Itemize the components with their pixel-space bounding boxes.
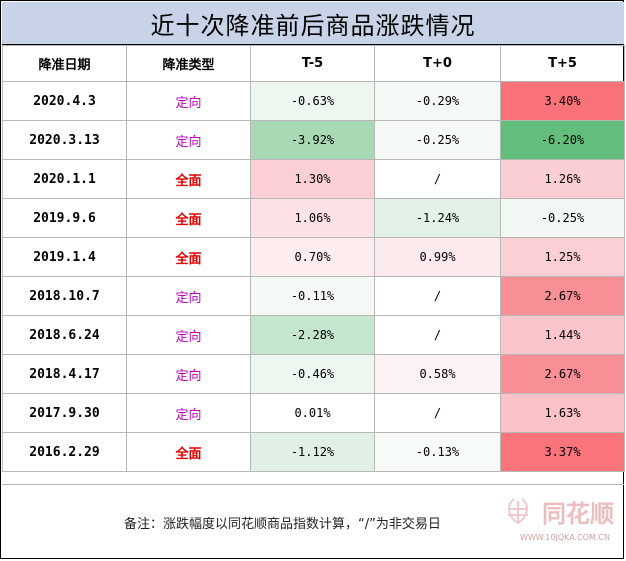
cell-t-0: 0.99% (374, 237, 501, 277)
cell-t-minus-5: -0.11% (250, 276, 375, 316)
cell-t-plus-5: 1.26% (500, 159, 625, 199)
cell-date: 2018.6.24 (2, 315, 127, 355)
cell-type: 全面 (126, 432, 251, 472)
table-row: 2019.1.4 全面 0.70% 0.99% 1.25% (2, 237, 625, 277)
cell-date: 2017.9.30 (2, 393, 127, 433)
table-row: 2019.9.6 全面 1.06% -1.24% -0.25% (2, 198, 625, 238)
cell-t-minus-5: 1.30% (250, 159, 375, 199)
cell-date: 2018.4.17 (2, 354, 127, 394)
cell-t-minus-5: 1.06% (250, 198, 375, 238)
cell-t-0: -0.29% (374, 81, 501, 121)
header-t-plus-5: T+5 (500, 45, 625, 82)
cell-date: 2019.1.4 (2, 237, 127, 277)
cell-t-0: / (374, 315, 501, 355)
cell-date: 2020.3.13 (2, 120, 127, 160)
cell-t-minus-5: -3.92% (250, 120, 375, 160)
table-row: 2017.9.30 定向 0.01%/1.63% (2, 393, 625, 433)
table-row: 2020.4.3 定向 -0.63% -0.29% 3.40% (2, 81, 625, 121)
cell-t-0: -1.24% (374, 198, 501, 238)
table-row: 2016.2.29 全面 -1.12% -0.13% 3.37% (2, 432, 625, 472)
logo: 同花顺 (500, 493, 614, 529)
footnote: 备注：涨跌幅度以同花顺商品指数计算，“/”为非交易日 (124, 517, 441, 532)
logo-url: WWW.10JQKA.COM.CN (519, 533, 610, 542)
cell-t-0: -0.25% (374, 120, 501, 160)
page-title: 近十次降准前后商品涨跌情况 (2, 2, 624, 45)
cell-t-0: 0.58% (374, 354, 501, 394)
header-t-minus-5: T-5 (250, 45, 375, 82)
cell-type: 定向 (126, 81, 251, 121)
cell-date: 2020.1.1 (2, 159, 127, 199)
table-row: 2018.10.7 定向 -0.11%/2.67% (2, 276, 625, 316)
cell-t-plus-5: 1.44% (500, 315, 625, 355)
cell-type: 定向 (126, 276, 251, 316)
cell-type: 全面 (126, 159, 251, 199)
cell-type: 定向 (126, 393, 251, 433)
cell-date: 2020.4.3 (2, 81, 127, 121)
table-row: 2020.3.13 定向 -3.92% -0.25% -6.20% (2, 120, 625, 160)
cell-t-minus-5: 0.01% (250, 393, 375, 433)
cell-type: 定向 (126, 120, 251, 160)
header-date: 降准日期 (2, 45, 127, 82)
table-row: 2018.6.24 定向 -2.28%/1.44% (2, 315, 625, 355)
cell-date: 2016.2.29 (2, 432, 127, 472)
cell-t-minus-5: 0.70% (250, 237, 375, 277)
cell-t-minus-5: -1.12% (250, 432, 375, 472)
header-type: 降准类型 (126, 45, 251, 82)
logo-text: 同花顺 (542, 499, 614, 528)
cell-type: 定向 (126, 315, 251, 355)
cell-date: 2018.10.7 (2, 276, 127, 316)
cell-t-plus-5: -0.25% (500, 198, 625, 238)
cell-t-minus-5: -0.46% (250, 354, 375, 394)
cell-t-minus-5: -0.63% (250, 81, 375, 121)
table-row: 2018.4.17 定向 -0.46% 0.58% 2.67% (2, 354, 625, 394)
header-row: 降准日期 降准类型 T-5 T+0 T+5 (2, 45, 625, 82)
cell-t-plus-5: 3.40% (500, 81, 625, 121)
cell-t-plus-5: 3.37% (500, 432, 625, 472)
cell-t-plus-5: -6.20% (500, 120, 625, 160)
header-t-0: T+0 (374, 45, 501, 82)
cell-t-minus-5: -2.28% (250, 315, 375, 355)
cell-t-plus-5: 1.63% (500, 393, 625, 433)
cell-t-0: / (374, 159, 501, 199)
footer: 备注：涨跌幅度以同花顺商品指数计算，“/”为非交易日 同花顺 WWW.10JQK… (2, 484, 624, 559)
cell-t-0: / (374, 276, 501, 316)
cell-t-plus-5: 2.67% (500, 276, 625, 316)
cell-t-plus-5: 1.25% (500, 237, 625, 277)
flower-logo-icon (508, 498, 528, 524)
cell-date: 2019.9.6 (2, 198, 127, 238)
rrr-change-table: 降准日期 降准类型 T-5 T+0 T+5 2020.4.3 定向 -0.63% -0… (2, 45, 625, 472)
cell-t-0: / (374, 393, 501, 433)
cell-type: 全面 (126, 198, 251, 238)
cell-t-0: -0.13% (374, 432, 501, 472)
cell-t-plus-5: 2.67% (500, 354, 625, 394)
cell-type: 定向 (126, 354, 251, 394)
cell-type: 全面 (126, 237, 251, 277)
table-row: 2020.1.1 全面 1.30%/1.26% (2, 159, 625, 199)
